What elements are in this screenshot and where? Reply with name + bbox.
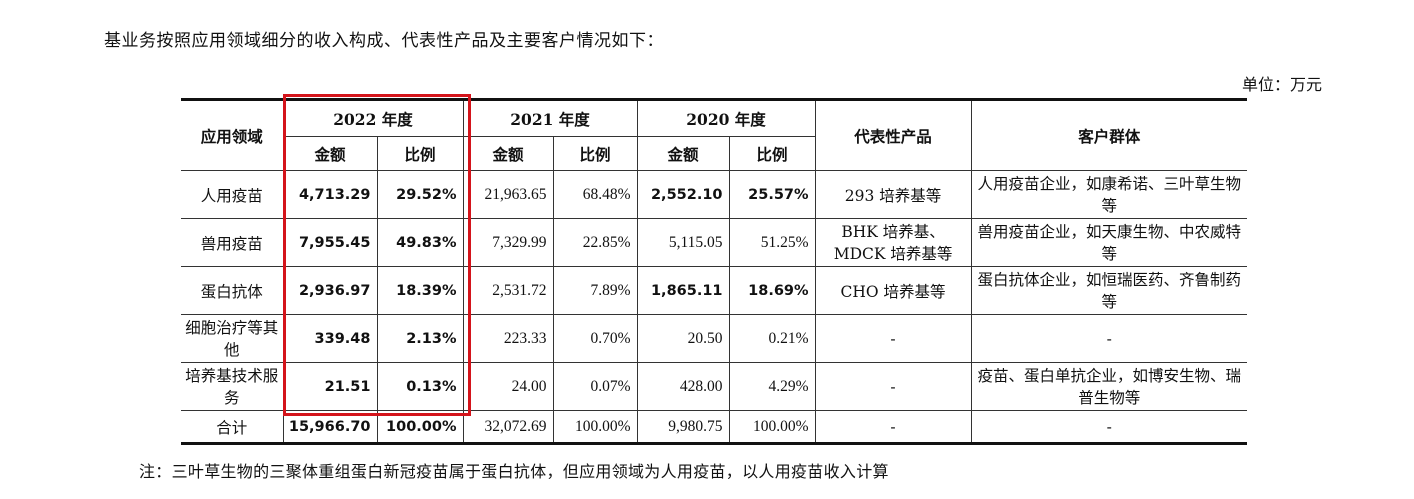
- cell-amount-2022: 2,936.97: [282, 266, 378, 315]
- cell-field: 细胞治疗等其他: [181, 314, 284, 363]
- cell-customer: 人用疫苗企业，如康希诺、三叶草生物等: [970, 170, 1248, 219]
- cell-ratio-2021: 7.89%: [552, 266, 638, 315]
- cell-amount-2020: 2,552.10: [636, 170, 730, 219]
- cell-customer: 蛋白抗体企业，如恒瑞医药、齐鲁制药等: [970, 266, 1248, 315]
- cell-amount-2022: 4,713.29: [282, 170, 378, 219]
- header-amount: 金额: [636, 136, 730, 171]
- cell-product: BHK 培养基、MDCK 培养基等: [814, 218, 972, 267]
- total-row: 合计 15,966.70 100.00% 32,072.69 100.00% 9…: [181, 410, 1248, 444]
- header-ratio: 比例: [376, 136, 464, 171]
- cell-product: -: [814, 314, 972, 363]
- header-customer: 客户群体: [970, 99, 1248, 171]
- header-2020: 2020 年度: [636, 99, 816, 137]
- cell-amount-2020: 5,115.05: [636, 218, 730, 267]
- table-row: 人用疫苗 4,713.29 29.52% 21,963.65 68.48% 2,…: [181, 170, 1248, 219]
- cell-amount-2021: 223.33: [462, 314, 554, 363]
- header-ratio: 比例: [728, 136, 816, 171]
- cell-amount-2020: 1,865.11: [636, 266, 730, 315]
- cell-field: 培养基技术服务: [181, 362, 284, 411]
- header-2021: 2021 年度: [462, 99, 638, 137]
- cell-ratio-2020: 0.21%: [728, 314, 816, 363]
- cell-ratio-2022: 29.52%: [376, 170, 464, 219]
- cell-ratio-2021: 0.70%: [552, 314, 638, 363]
- cell-customer: -: [970, 314, 1248, 363]
- cell-ratio-2022: 0.13%: [376, 362, 464, 411]
- cell-amount-2021: 7,329.99: [462, 218, 554, 267]
- cell-amount-2020: 9,980.75: [636, 410, 730, 444]
- header-row-1: 应用领域 2022 年度 2021 年度 2020 年度 代表性产品 客户群体: [181, 99, 1248, 171]
- cell-amount-2022: 21.51: [282, 362, 378, 411]
- cell-ratio-2020: 18.69%: [728, 266, 816, 315]
- table-row: 细胞治疗等其他 339.48 2.13% 223.33 0.70% 20.50 …: [181, 314, 1248, 363]
- cell-ratio-2021: 22.85%: [552, 218, 638, 267]
- cell-amount-2021: 32,072.69: [462, 410, 554, 444]
- cell-amount-2022: 15,966.70: [282, 410, 378, 444]
- cell-product: CHO 培养基等: [814, 266, 972, 315]
- cell-customer: 兽用疫苗企业，如天康生物、中农威特等: [970, 218, 1248, 267]
- revenue-table: 应用领域 2022 年度 2021 年度 2020 年度 代表性产品 客户群体 …: [181, 98, 1248, 445]
- table-row: 培养基技术服务 21.51 0.13% 24.00 0.07% 428.00 4…: [181, 362, 1248, 411]
- cell-ratio-2020: 25.57%: [728, 170, 816, 219]
- cell-ratio-2021: 100.00%: [552, 410, 638, 444]
- cell-amount-2021: 21,963.65: [462, 170, 554, 219]
- cell-customer: 疫苗、蛋白单抗企业，如博安生物、瑞普生物等: [970, 362, 1248, 411]
- table-row: 兽用疫苗 7,955.45 49.83% 7,329.99 22.85% 5,1…: [181, 218, 1248, 267]
- cell-ratio-2020: 100.00%: [728, 410, 816, 444]
- footnote: 注：三叶草生物的三聚体重组蛋白新冠疫苗属于蛋白抗体，但应用领域为人用疫苗，以人用…: [139, 462, 889, 481]
- cell-ratio-2022: 49.83%: [376, 218, 464, 267]
- cell-amount-2022: 7,955.45: [282, 218, 378, 267]
- header-ratio: 比例: [552, 136, 638, 171]
- cell-field: 人用疫苗: [181, 170, 284, 219]
- cell-ratio-2021: 0.07%: [552, 362, 638, 411]
- header-2022: 2022 年度: [282, 99, 464, 137]
- cell-amount-2021: 24.00: [462, 362, 554, 411]
- cell-customer: -: [970, 410, 1248, 444]
- cell-ratio-2020: 51.25%: [728, 218, 816, 267]
- cell-product: -: [814, 410, 972, 444]
- cell-ratio-2022: 18.39%: [376, 266, 464, 315]
- cell-product: 293 培养基等: [814, 170, 972, 219]
- unit-label: 单位：万元: [1241, 75, 1322, 94]
- cell-amount-2020: 428.00: [636, 362, 730, 411]
- header-field: 应用领域: [181, 99, 284, 171]
- cell-ratio-2022: 2.13%: [376, 314, 464, 363]
- intro-text: 基业务按照应用领域细分的收入构成、代表性产品及主要客户情况如下：: [104, 31, 664, 51]
- cell-field: 蛋白抗体: [181, 266, 284, 315]
- cell-field: 合计: [181, 410, 284, 444]
- cell-amount-2021: 2,531.72: [462, 266, 554, 315]
- cell-field: 兽用疫苗: [181, 218, 284, 267]
- cell-ratio-2021: 68.48%: [552, 170, 638, 219]
- cell-amount-2020: 20.50: [636, 314, 730, 363]
- cell-ratio-2022: 100.00%: [376, 410, 464, 444]
- header-amount: 金额: [283, 136, 378, 171]
- cell-product: -: [814, 362, 972, 411]
- header-amount: 金额: [462, 136, 554, 171]
- table-row: 蛋白抗体 2,936.97 18.39% 2,531.72 7.89% 1,86…: [181, 266, 1248, 315]
- header-product: 代表性产品: [814, 99, 972, 171]
- cell-amount-2022: 339.48: [282, 314, 378, 363]
- cell-ratio-2020: 4.29%: [728, 362, 816, 411]
